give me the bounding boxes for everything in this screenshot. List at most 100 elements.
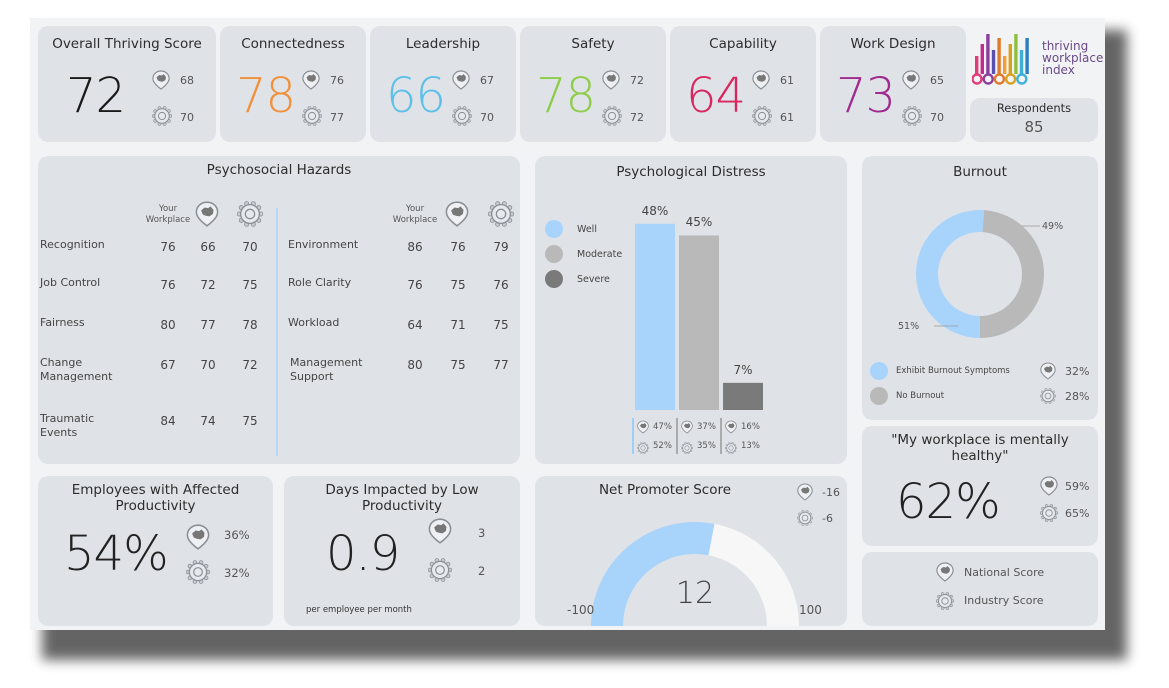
distress-industry: 13%	[741, 441, 760, 451]
burnout-card: Burnout 51% 49% Exhibit Burnout Symptoms No…	[862, 156, 1098, 420]
kpi-national: 72	[630, 74, 644, 87]
burnout-slice	[915, 210, 985, 338]
hazard-value: 67	[160, 358, 176, 372]
logo-bar	[1003, 56, 1007, 74]
legend-label: Moderate	[577, 249, 623, 260]
nps-value: 12	[675, 576, 715, 611]
industry-icon	[724, 439, 738, 458]
nps-title: Net Promoter Score	[598, 482, 732, 498]
nps-national: -16	[822, 486, 840, 499]
kpi-value: 73	[836, 68, 896, 124]
burnout-slice-label: 51%	[898, 321, 920, 332]
kpi-title: Capability	[709, 36, 777, 52]
logo-bar	[1025, 38, 1029, 74]
brand-line2: workplace	[1042, 51, 1104, 65]
kpi-national: 65	[930, 74, 944, 87]
industry-icon	[487, 201, 515, 231]
hazard-value: 72	[242, 358, 258, 372]
hazard-value: 76	[160, 278, 176, 292]
logo-bar	[991, 50, 996, 74]
legend-swatch	[870, 387, 888, 405]
logo-ring	[982, 73, 994, 85]
burnout-national: 32%	[1065, 365, 1090, 378]
hazard-label: Workload	[288, 316, 340, 329]
logo-bar	[1014, 34, 1018, 74]
logo-ring	[972, 73, 983, 85]
mental-value: 62%	[896, 474, 1001, 530]
legend-label: No Burnout	[896, 391, 945, 401]
legend-card: National Score Industry Score	[862, 552, 1098, 626]
national-icon	[428, 518, 452, 548]
distress-national: 37%	[697, 422, 716, 432]
legend-swatch	[870, 362, 888, 380]
national-icon	[936, 562, 954, 586]
hazard-value: 75	[242, 414, 258, 428]
industry-icon	[935, 592, 955, 614]
kpi-national: 67	[480, 74, 494, 87]
logo-bar	[980, 44, 984, 74]
industry-icon	[1039, 504, 1059, 526]
hazard-label: Management Support	[290, 356, 363, 383]
hazard-value: 76	[160, 240, 176, 254]
national-icon	[186, 524, 210, 554]
brand-line1: thriving	[1042, 39, 1089, 53]
distress-bar-label: 48%	[641, 203, 669, 218]
kpi-card: Overall Thriving Score 72 68 70	[38, 26, 216, 142]
logo-ring	[1004, 73, 1017, 85]
kpi-industry: 70	[480, 111, 494, 124]
hazard-value: 80	[160, 318, 176, 332]
nps-max: 100	[799, 603, 822, 617]
hazard-value: 72	[200, 278, 216, 292]
kpi-industry: 70	[180, 111, 194, 124]
hazard-value: 75	[493, 318, 509, 332]
dashboard: Overall Thriving Score 72 68 70 Connectednes…	[30, 18, 1105, 630]
hazards-card: Psychosocial Hazards Your Workplace Your …	[38, 156, 520, 464]
industry-icon	[185, 560, 211, 588]
distress-national: 16%	[741, 422, 760, 432]
days-industry: 2	[478, 564, 486, 578]
kpi-industry: 77	[330, 111, 344, 124]
kpi-card: Leadership 66 67 70	[370, 26, 516, 142]
days-national: 3	[478, 526, 486, 540]
productivity-card: Employees with Affected Productivity 54%…	[38, 476, 273, 626]
kpi-industry: 72	[630, 111, 644, 124]
distress-bar	[679, 235, 719, 410]
hazard-value: 70	[242, 240, 258, 254]
industry-icon	[427, 558, 453, 586]
national-icon	[752, 70, 770, 94]
hazard-value: 71	[450, 318, 466, 332]
hazard-value: 79	[493, 240, 509, 254]
industry-icon	[680, 439, 694, 458]
national-icon	[152, 70, 170, 94]
industry-icon	[636, 439, 650, 458]
days-value: 0.9	[326, 526, 400, 582]
nps-gauge	[591, 522, 799, 626]
days-title: Days Impacted by Low Productivity	[325, 482, 479, 514]
hazard-label: Fairness	[40, 316, 85, 329]
mental-industry: 65%	[1065, 507, 1090, 520]
national-icon	[445, 201, 469, 231]
legend-swatch	[545, 245, 563, 263]
hazards-title: Psychosocial Hazards	[206, 162, 352, 178]
legend-label: Severe	[577, 274, 610, 285]
distress-bar	[635, 223, 675, 410]
distress-card: Psychological Distress Well Moderate Sever…	[535, 156, 847, 464]
brand-line3: index	[1042, 63, 1075, 77]
industry-icon	[301, 106, 323, 130]
hazard-label: Recognition	[40, 238, 105, 251]
your-workplace-header: Your Workplace	[145, 204, 191, 225]
legend-national: National Score	[964, 566, 1045, 579]
burnout-chart	[915, 210, 1044, 338]
distress-title: Psychological Distress	[616, 164, 766, 180]
hazard-value: 75	[450, 278, 466, 292]
kpi-value: 66	[386, 68, 446, 124]
kpi-title: Work Design	[850, 36, 936, 52]
hazard-value: 80	[407, 358, 423, 372]
kpi-national: 68	[180, 74, 194, 87]
national-icon	[302, 70, 320, 94]
national-icon	[725, 419, 737, 438]
kpi-industry: 61	[780, 111, 794, 124]
hazard-value: 86	[407, 240, 423, 254]
legend-swatch	[545, 270, 563, 288]
productivity-title: Employees with Affected Productivity	[71, 482, 240, 514]
